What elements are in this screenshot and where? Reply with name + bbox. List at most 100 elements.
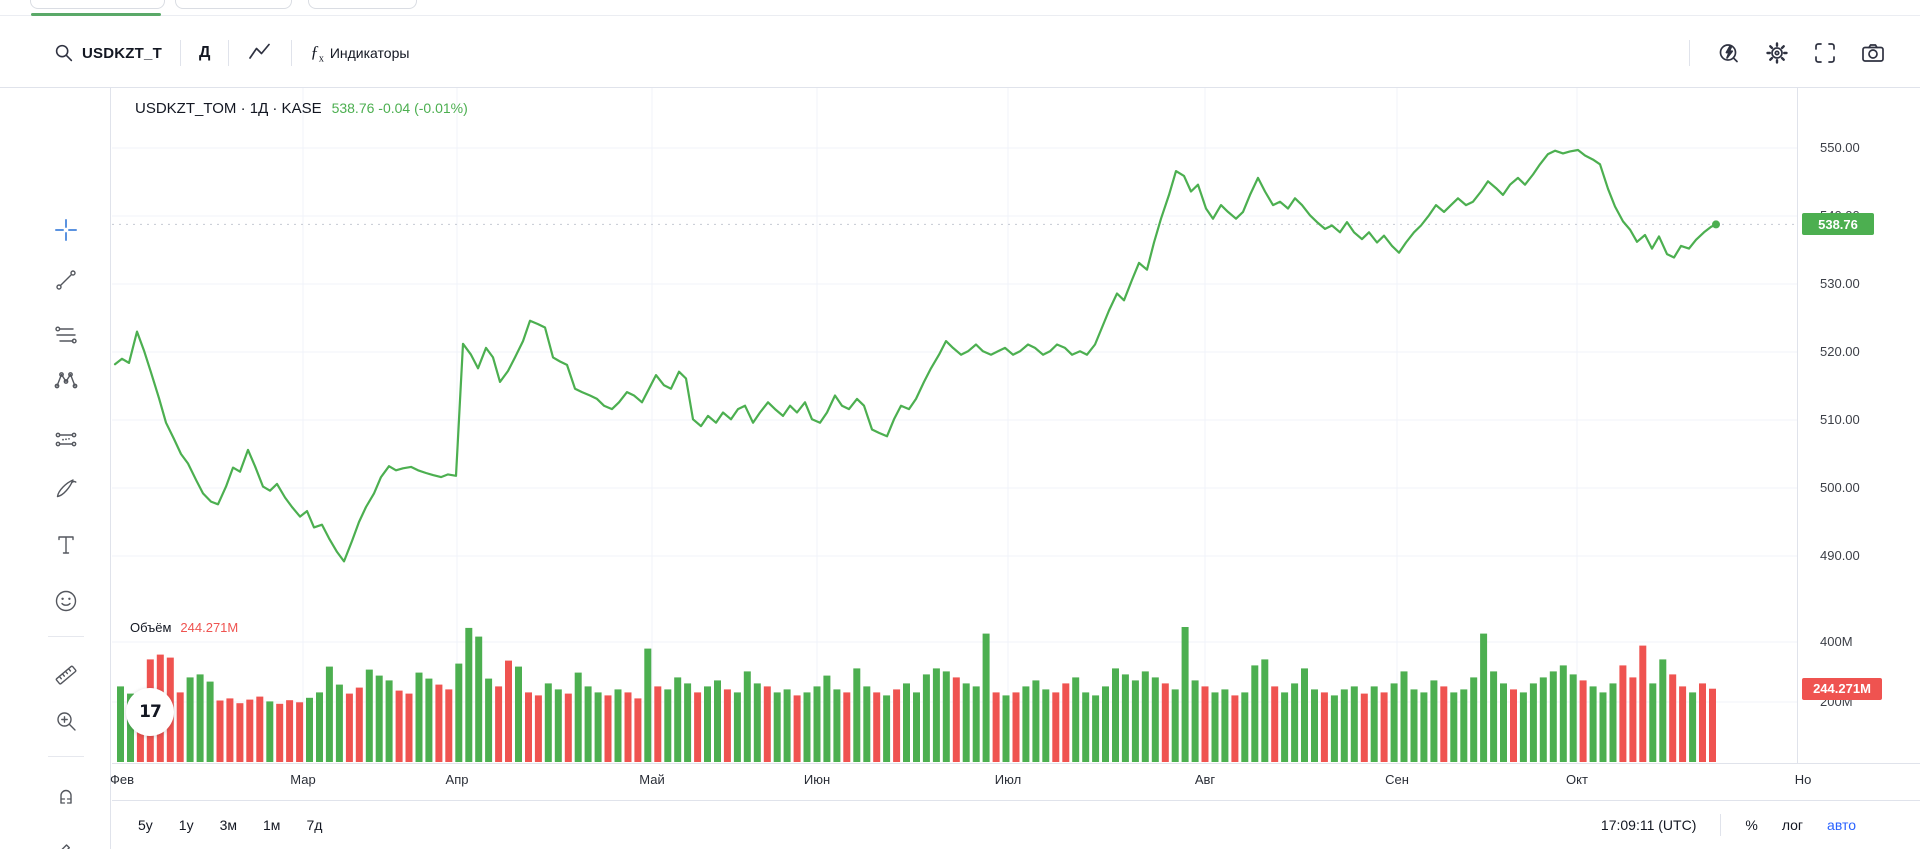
volume-bar [246, 699, 254, 762]
range-button-1м[interactable]: 1м [263, 817, 281, 833]
fib-retracement-tool[interactable] [49, 318, 83, 352]
trend-line-tool[interactable] [49, 263, 83, 297]
text-tool[interactable] [49, 528, 83, 562]
volume-bar [574, 672, 582, 762]
chart-type-button[interactable] [239, 34, 281, 72]
volume-bar [813, 686, 821, 762]
volume-bar [534, 695, 542, 762]
ruler-tool[interactable] [49, 658, 83, 692]
month-label[interactable]: Но [1794, 772, 1812, 787]
last-price-badge: 538.76 [1802, 213, 1874, 236]
volume-bar [1450, 692, 1458, 762]
volume-bar [127, 693, 134, 762]
volume-bar [1360, 693, 1368, 762]
auto-scale-button[interactable]: авто [1827, 817, 1856, 833]
range-button-7д[interactable]: 7д [306, 817, 323, 833]
volume-bar [445, 689, 453, 762]
bottom-bar-divider [1720, 814, 1722, 836]
volume-bar [1121, 674, 1129, 762]
volume-bar [843, 692, 851, 762]
month-label[interactable]: Июн [803, 772, 831, 787]
crosshair-tool[interactable] [49, 213, 83, 247]
chart-legend[interactable]: USDKZT_TOM · 1Д · KASE 538.76 -0.04 (-0.… [135, 100, 468, 117]
zoom-in-tool[interactable] [49, 704, 83, 738]
month-label[interactable]: Окт [1566, 772, 1588, 787]
brush-tool[interactable] [49, 471, 83, 505]
volume-bar [1092, 695, 1100, 762]
month-label[interactable]: Сен [1385, 772, 1409, 787]
xabcd-pattern-tool[interactable] [49, 363, 83, 397]
volume-bar [704, 686, 711, 762]
volume-bar [286, 700, 294, 762]
month-label[interactable]: Мар [290, 772, 316, 787]
volume-bar [1380, 692, 1388, 762]
indicators-button[interactable]: ƒx Индикаторы [302, 36, 417, 70]
month-label[interactable]: Июл [994, 772, 1022, 787]
volume-bar [952, 677, 960, 762]
volume-bar [1102, 686, 1109, 762]
symbol-search-button[interactable]: USDKZT_T [44, 35, 170, 71]
range-button-1y[interactable]: 1y [178, 817, 194, 833]
volume-legend[interactable]: Объём 244.271M [130, 620, 238, 635]
volume-label: Объём [130, 620, 172, 635]
range-button-5y[interactable]: 5y [138, 817, 153, 833]
fullscreen-icon[interactable] [1812, 40, 1838, 66]
volume-bar [1519, 692, 1527, 762]
tab-pill-2[interactable] [175, 0, 292, 9]
month-label[interactable]: Апр [445, 772, 469, 787]
magnet-tool[interactable] [49, 783, 83, 817]
month-label[interactable]: Авг [1194, 772, 1216, 787]
settings-gear-icon[interactable] [1764, 40, 1790, 66]
volume-bar [365, 669, 373, 762]
volume-bar [1311, 689, 1318, 762]
volume-bar [186, 677, 194, 762]
tab-pill-1[interactable] [30, 0, 165, 9]
volume-bar [1599, 692, 1607, 762]
price-tick-label: 530.00 [1820, 276, 1860, 291]
volume-bar [296, 702, 304, 762]
symbol-input[interactable]: USDKZT_T [82, 44, 162, 62]
percent-scale-button[interactable]: % [1745, 817, 1758, 833]
tab-pill-3[interactable] [308, 0, 417, 9]
volume-bar [1679, 686, 1687, 762]
screenshot-camera-icon[interactable] [1860, 40, 1886, 66]
month-label[interactable]: Май [639, 772, 665, 787]
range-button-3м[interactable]: 3м [219, 817, 238, 833]
volume-bar [773, 692, 781, 762]
volume-bar [117, 686, 124, 762]
sidebar-divider [48, 636, 84, 637]
time-axis[interactable]: Фев Мар Апр Май Июн Июл Авг Сен Окт Но [109, 763, 1920, 800]
volume-bar [733, 692, 741, 762]
interval-button[interactable]: Д [191, 38, 218, 68]
volume-bar [893, 689, 901, 762]
volume-bar [1320, 692, 1328, 762]
volume-bar [1281, 692, 1289, 762]
volume-bar [1669, 674, 1677, 762]
volume-bar [903, 683, 910, 762]
volume-bar [256, 696, 264, 762]
volume-bar [1211, 692, 1219, 762]
alert-icon[interactable] [1716, 40, 1742, 66]
projection-tool[interactable] [49, 423, 83, 457]
volume-bar [753, 683, 761, 762]
price-chart-canvas[interactable] [112, 88, 1797, 763]
tradingview-logo[interactable]: 17 [126, 688, 174, 736]
volume-bar [962, 683, 970, 762]
volume-bar [1589, 686, 1597, 762]
drawing-tools-sidebar [0, 88, 111, 849]
volume-bar [1241, 692, 1249, 762]
volume-bar [684, 683, 692, 762]
emoji-tool[interactable] [49, 584, 83, 618]
clock-utc[interactable]: 17:09:11 (UTC) [1600, 817, 1697, 833]
volume-bar [1470, 677, 1478, 762]
volume-bar [1301, 668, 1308, 762]
volume-bar [1689, 692, 1697, 762]
volume-bar [1012, 692, 1020, 762]
drawing-pencil-lock-tool[interactable] [49, 834, 83, 849]
volume-bar [405, 693, 413, 762]
month-label[interactable]: Фев [109, 772, 135, 787]
price-axis[interactable]: 550.00540.00530.00520.00510.00500.00490.… [1797, 88, 1920, 763]
log-scale-button[interactable]: лог [1781, 817, 1804, 833]
volume-bar [505, 660, 512, 762]
active-tab-underline [31, 13, 161, 16]
